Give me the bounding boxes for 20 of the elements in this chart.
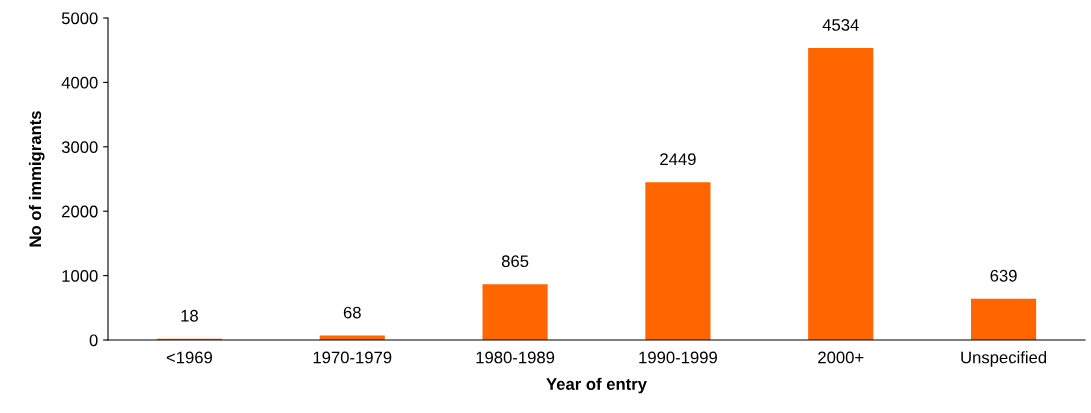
x-tick-label: 1990-1999 [639,351,717,364]
x-tick-label: 1980-1989 [476,351,555,364]
y-axis-title: No of immigrants [28,111,45,247]
data-label: 68 [343,306,361,319]
y-tick-label: 0 [89,334,98,347]
x-tick-label: 2000+ [818,351,864,364]
y-tick-label: 2000 [62,205,98,218]
x-tick-label: 1970-1979 [313,351,392,364]
x-axis-title: Year of entry [546,377,647,394]
x-tick-label: Unspecified [961,351,1047,367]
data-label: 865 [501,255,529,268]
y-tick-label: 5000 [61,12,98,25]
data-label: 4534 [822,19,859,31]
x-tick-label: <1969 [166,351,213,364]
y-tick-label: 3000 [61,141,98,153]
y-tick-label: 4000 [61,76,98,89]
data-label: 18 [181,309,198,322]
data-label: 639 [990,269,1017,282]
y-tick-label: 1000 [62,270,98,282]
data-label: 2449 [660,153,696,166]
